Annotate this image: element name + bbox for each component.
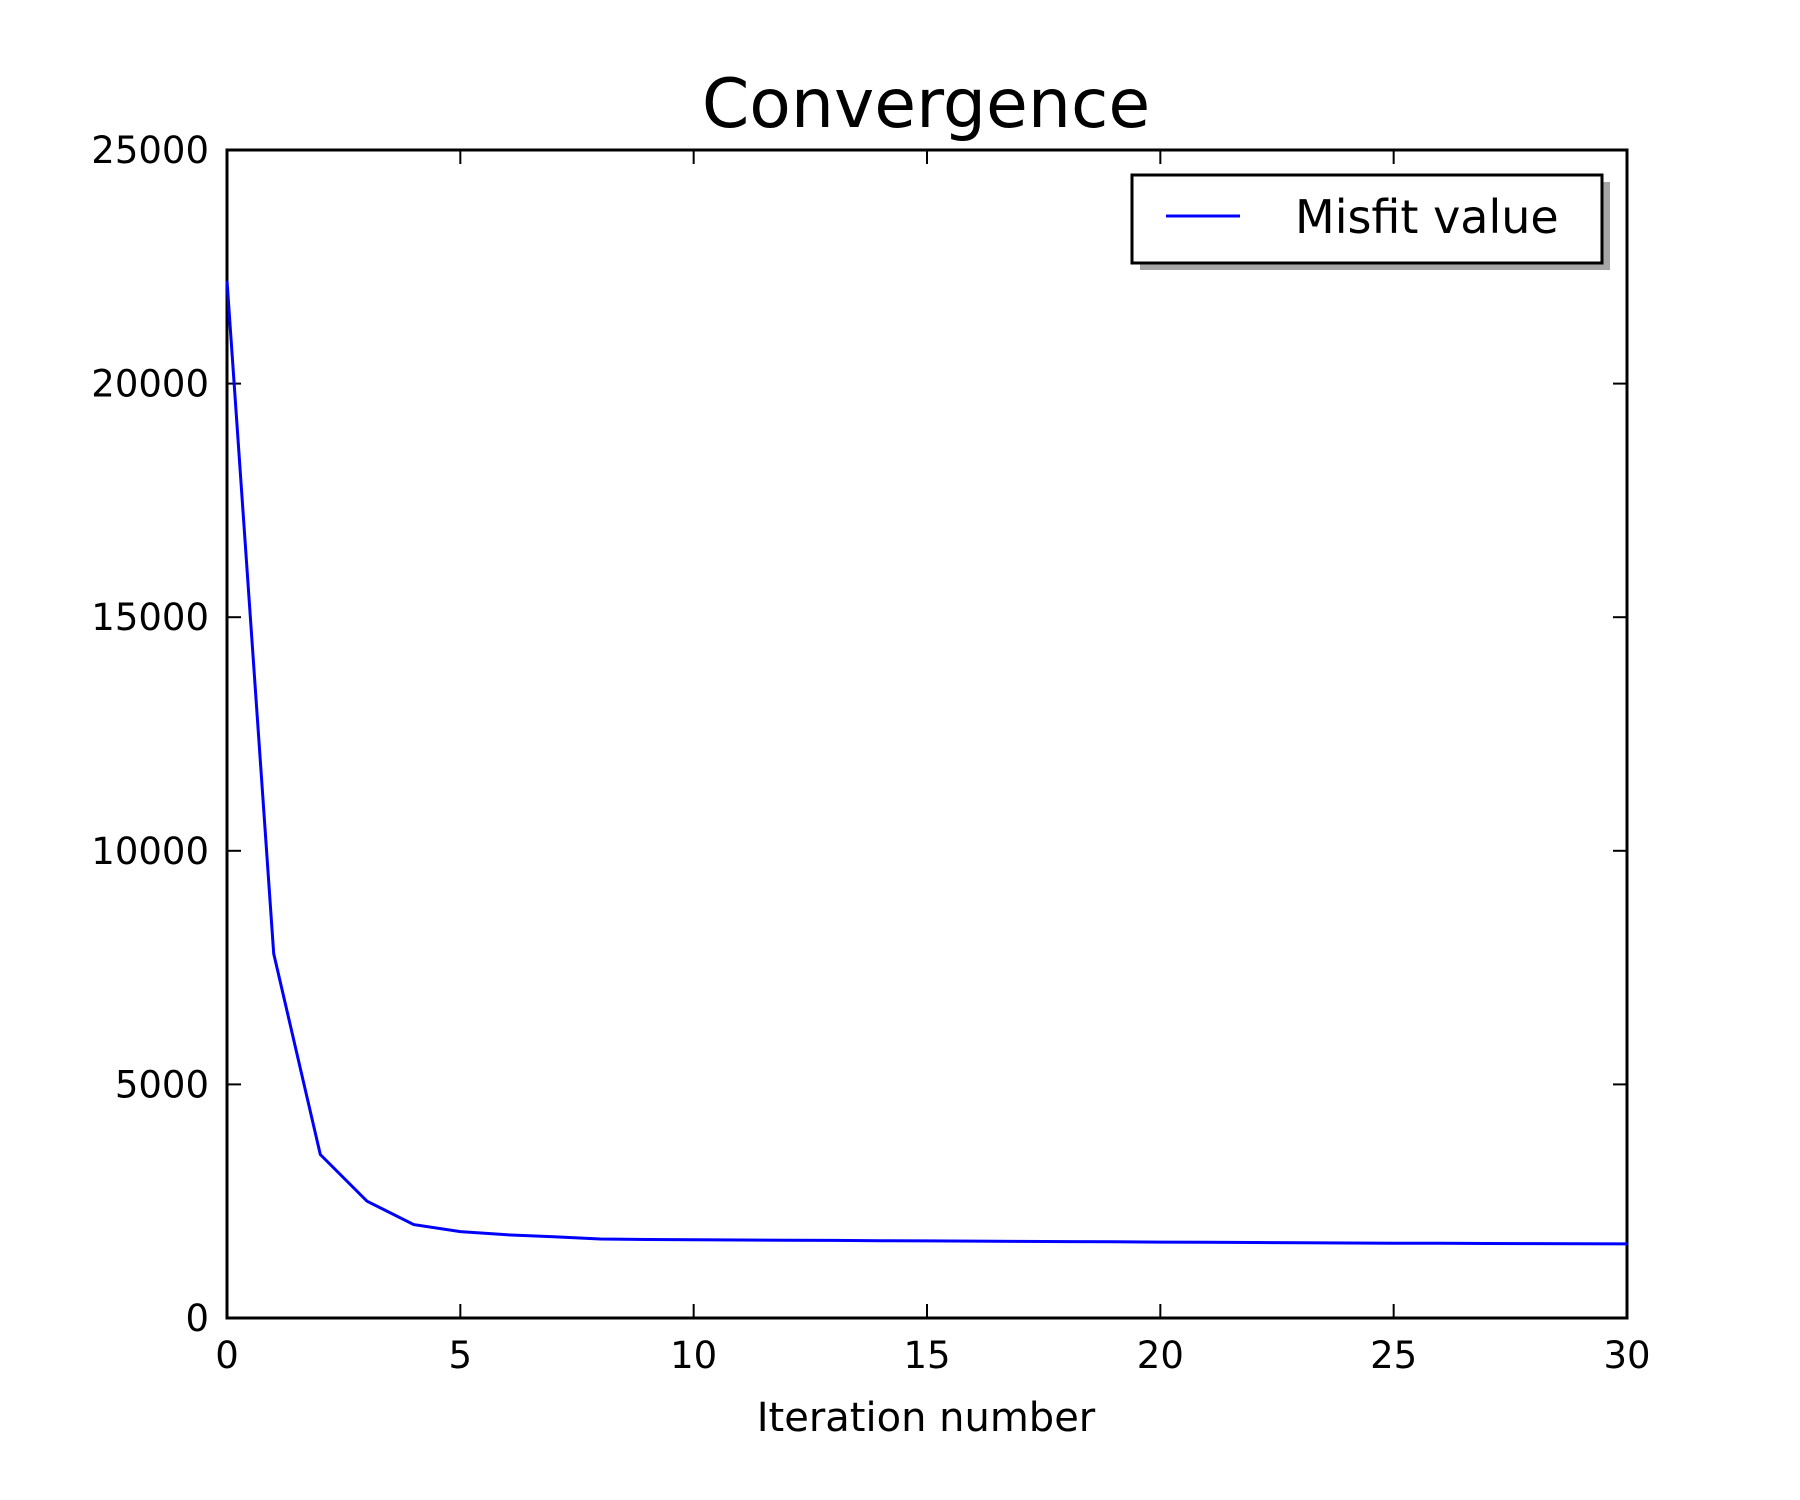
plot-area: 0 5000 10000 15000 20000 25000 0 5 10 15 20 25 30 xyxy=(91,129,1650,1377)
x-tick-label: 5 xyxy=(449,1334,473,1377)
x-tick-label: 0 xyxy=(215,1334,239,1377)
x-tick-label: 30 xyxy=(1603,1334,1650,1377)
y-tick-label: 25000 xyxy=(91,129,209,172)
x-tick-label: 10 xyxy=(670,1334,717,1377)
legend-label: Misfit value xyxy=(1295,190,1559,244)
chart-title: Convergence xyxy=(702,65,1150,144)
x-axis-label: Iteration number xyxy=(757,1395,1096,1441)
y-tick-label: 5000 xyxy=(115,1063,209,1106)
x-tick-label: 20 xyxy=(1137,1334,1184,1377)
x-axis: 0 5 10 15 20 25 30 xyxy=(215,150,1651,1377)
misfit-series-line xyxy=(225,280,1628,1246)
legend-box xyxy=(1130,173,1604,265)
y-axis: 0 5000 10000 15000 20000 25000 xyxy=(91,129,1627,1340)
x-tick-label: 25 xyxy=(1370,1334,1417,1377)
y-tick-label: 0 xyxy=(185,1297,209,1340)
legend: Misfit value xyxy=(1130,173,1610,270)
y-tick-label: 15000 xyxy=(91,596,209,639)
y-tick-label: 20000 xyxy=(91,363,209,406)
x-tick-label: 15 xyxy=(903,1334,950,1377)
plot-frame xyxy=(225,148,1629,1320)
y-tick-label: 10000 xyxy=(91,830,209,873)
